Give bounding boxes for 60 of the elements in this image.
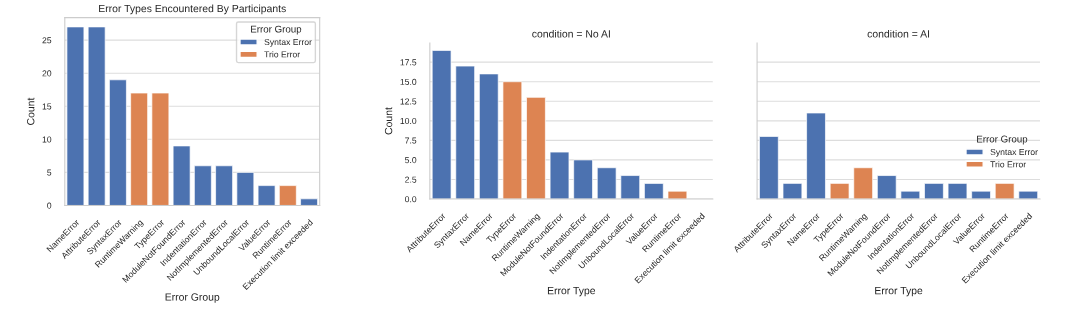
legend-title: Error Group	[251, 25, 302, 35]
y-tick-label: 15.0	[400, 78, 417, 85]
legend-label: Trio Error	[990, 161, 1026, 168]
y-tick-label: 20	[42, 70, 52, 77]
y-tick-label: 17.5	[400, 59, 417, 66]
bar	[644, 183, 664, 200]
bar	[994, 183, 1015, 200]
bar	[257, 185, 276, 206]
legend-label: Trio Error	[264, 51, 300, 58]
bar	[806, 112, 826, 200]
bar	[66, 26, 85, 206]
bar	[549, 151, 570, 200]
bar	[759, 136, 779, 200]
y-tick-label: 2.5	[405, 176, 417, 183]
y-tick-label: 12.5	[400, 98, 417, 105]
y-tick-label: 10	[42, 136, 52, 143]
y-tick-label: 0	[47, 202, 52, 209]
bar	[526, 97, 546, 200]
bar	[853, 167, 873, 200]
x-axis-title: Error Type	[875, 287, 923, 297]
bar	[479, 73, 499, 200]
bar	[194, 165, 212, 206]
bar	[829, 183, 850, 200]
y-tick-label: 25	[42, 37, 52, 44]
bar	[947, 183, 968, 200]
y-tick-label: 5.0	[405, 157, 417, 164]
bar	[455, 65, 475, 200]
bar	[151, 92, 170, 206]
y-tick-label: 10.0	[400, 117, 417, 125]
chart-title: condition = AI	[867, 29, 930, 38]
y-axis-title: Count	[27, 97, 35, 125]
bar	[215, 165, 233, 206]
y-tick-label: 7.5	[405, 137, 417, 144]
bar	[300, 198, 318, 206]
y-axis-title: Count	[384, 107, 393, 135]
bar	[620, 175, 641, 200]
bar	[278, 185, 297, 206]
y-tick-label: 15	[42, 103, 52, 110]
bar	[502, 81, 523, 200]
y-tick-label: 5	[47, 169, 52, 176]
legend-label: Syntax Error	[990, 148, 1038, 157]
chart-title: condition = No AI	[532, 29, 610, 38]
bar	[876, 175, 897, 200]
bar	[236, 172, 255, 206]
legend-label: Syntax Error	[264, 39, 312, 47]
bar	[130, 92, 148, 206]
legend-title: Error Group	[977, 135, 1028, 145]
bar	[573, 159, 593, 200]
bar	[87, 26, 106, 206]
bar	[924, 183, 944, 200]
bar	[667, 190, 688, 200]
x-axis-title: Error Type	[547, 287, 596, 297]
chart-title: Error Types Encountered By Participants	[99, 4, 286, 15]
bar	[782, 183, 803, 200]
x-axis-title: Error Group	[165, 293, 220, 303]
bar	[431, 50, 452, 200]
bar	[109, 79, 127, 206]
bar	[172, 145, 191, 206]
y-tick-label: 0.0	[405, 196, 417, 203]
bar	[596, 167, 617, 200]
